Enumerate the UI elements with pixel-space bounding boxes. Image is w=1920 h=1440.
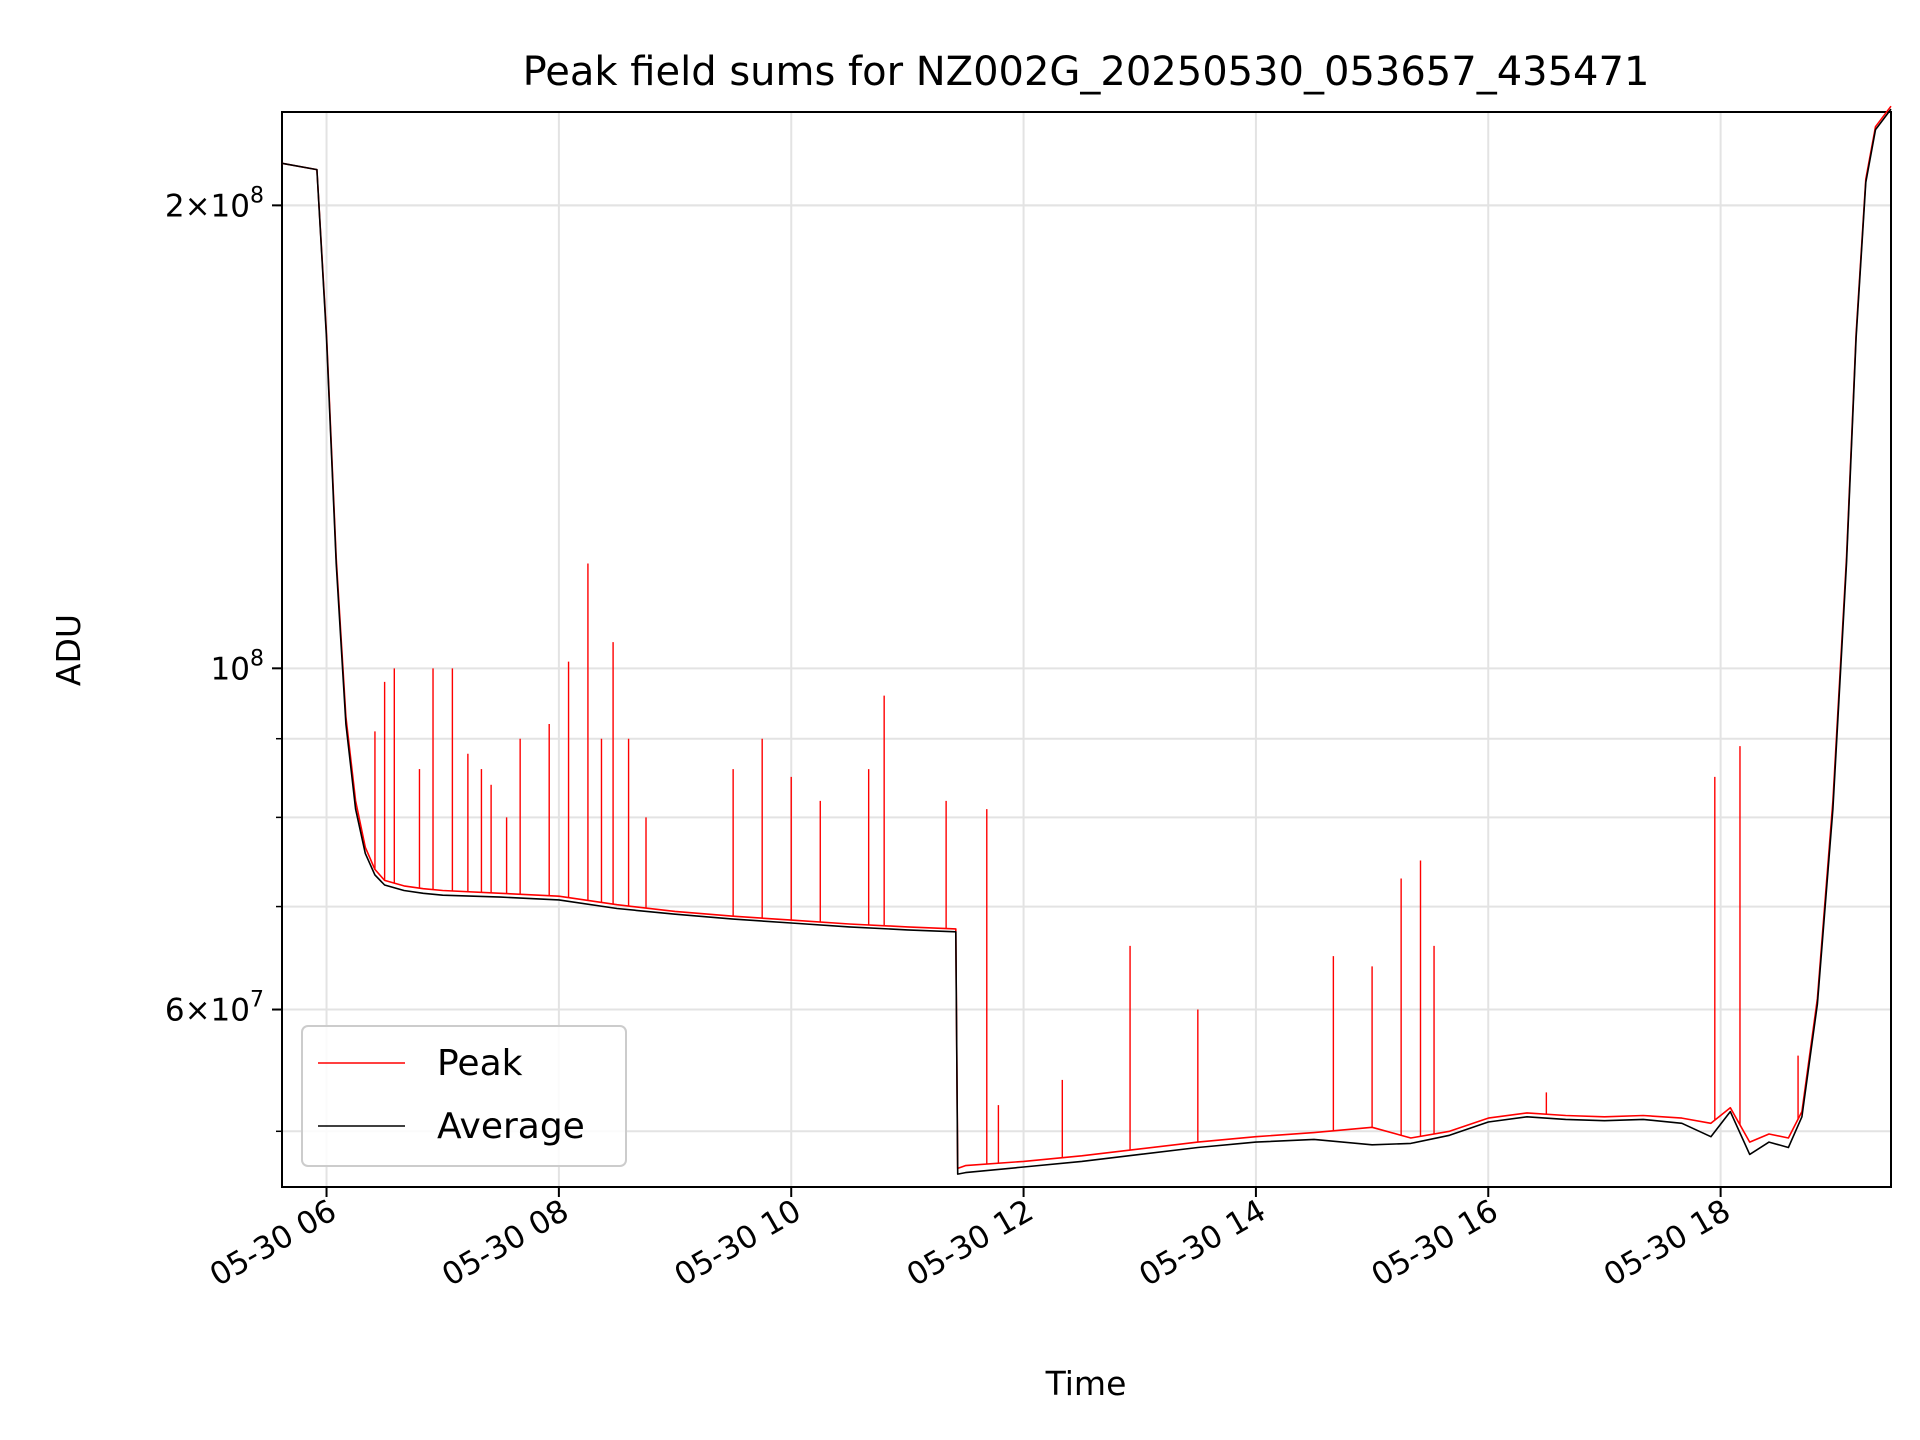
- y-axis-label: ADU: [49, 614, 88, 686]
- grid: [282, 112, 1891, 1187]
- series-layer: [281, 105, 1892, 1175]
- series-line-average: [281, 108, 1892, 1175]
- y-tick-label: 2×108: [165, 183, 264, 224]
- x-axis-label: Time: [1045, 1364, 1127, 1403]
- plot-frame: [281, 111, 1892, 1188]
- legend-label-average: Average: [437, 1106, 585, 1147]
- series-line-peak: [281, 105, 1892, 1170]
- legend-box: [301, 1025, 627, 1167]
- y-tick-label: 108: [211, 646, 264, 687]
- legend: Peak Average: [301, 1025, 627, 1167]
- chart-title: Peak field sums for NZ002G_20250530_0536…: [523, 49, 1650, 95]
- y-tick-label: 6×107: [165, 988, 264, 1029]
- legend-label-peak: Peak: [437, 1043, 523, 1084]
